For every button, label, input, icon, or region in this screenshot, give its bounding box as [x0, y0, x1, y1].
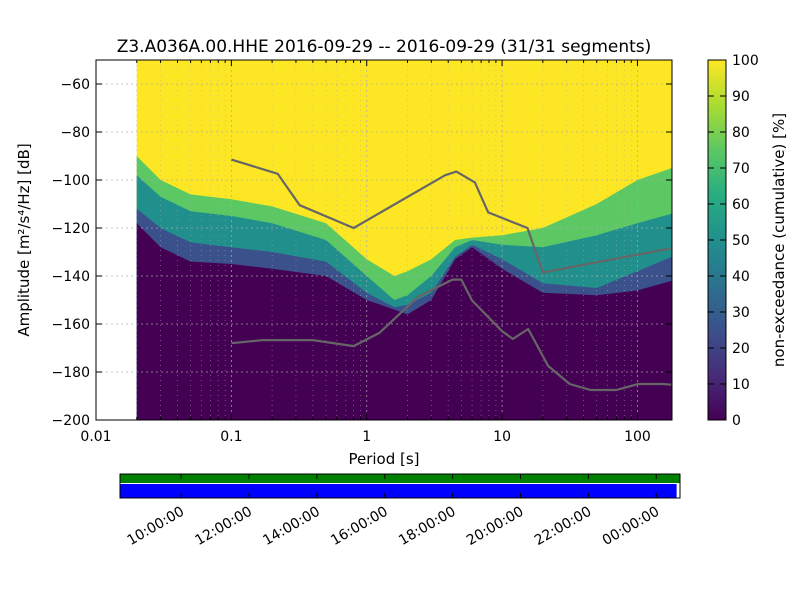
y-tick-label: −80 [60, 125, 90, 141]
new-high-noise-model-line [231, 158, 671, 274]
x-tick-label: 1 [362, 429, 371, 445]
colorbar-tick-label: 90 [732, 89, 750, 105]
colorbar-tick-label: 70 [732, 161, 750, 177]
y-axis-label: Amplitude [m²/s⁴/Hz] [dB] [15, 143, 33, 336]
colorbar-tick-label: 40 [732, 269, 750, 285]
y-axis: −60 −80 −100 −120 −140 −160 −180 −200 [52, 77, 672, 429]
y-tick-label: −100 [52, 173, 90, 189]
colorbar-tick-label: 10 [732, 377, 750, 393]
x-axis: 0.01 0.1 1 10 100 [80, 60, 651, 445]
x-tick-label: 100 [624, 429, 651, 445]
y-tick-label: −160 [52, 317, 90, 333]
timeline-tick-label: 10:00:00 [125, 504, 187, 549]
y-tick-label: −60 [60, 77, 90, 93]
x-tick-label: 0.1 [220, 429, 242, 445]
band-bottom [136, 223, 672, 420]
plot-frame [95, 59, 673, 421]
colorbar-tick-label: 20 [732, 341, 750, 357]
colorbar-label: non-exceedance (cumulative) [%] [770, 113, 788, 367]
data-timeline: 10:00:00 12:00:00 14:00:00 16:00:00 18:00:00… [119, 473, 681, 549]
timeline-tick-label: 20:00:00 [464, 504, 526, 549]
colorbar-tick-label: 60 [732, 197, 750, 213]
y-tick-label: −120 [52, 221, 90, 237]
y-tick-label: −140 [52, 269, 90, 285]
timeline-tick-label: 16:00:00 [328, 504, 390, 549]
timeline-tick-label: 12:00:00 [193, 504, 255, 549]
new-low-noise-model-line [231, 278, 672, 392]
colorbar-axis: 0 10 20 30 40 50 60 70 80 90 100 [708, 53, 759, 429]
x-axis-label: Period [s] [348, 450, 419, 468]
x-tick-label: 10 [493, 429, 511, 445]
ppsd-heatmap [136, 60, 672, 420]
timeline-tick-label: 22:00:00 [532, 504, 594, 549]
x-tick-label: 0.01 [80, 429, 111, 445]
timeline-tick-label: 18:00:00 [396, 504, 458, 549]
psd-coverage-bar [120, 484, 677, 498]
colorbar-tick-label: 80 [732, 125, 750, 141]
colorbar-tick-label: 0 [732, 413, 741, 429]
colorbar-tick-label: 100 [732, 53, 759, 69]
colorbar-tick-label: 30 [732, 305, 750, 321]
data-coverage-bar [120, 474, 680, 483]
y-tick-label: −200 [52, 413, 90, 429]
timeline-tick-label: 00:00:00 [600, 504, 662, 549]
y-tick-label: −180 [52, 365, 90, 381]
timeline-frame [119, 473, 681, 499]
chart-title: Z3.A036A.00.HHE 2016-09-29 -- 2016-09-29… [117, 37, 652, 57]
timeline-tick-label: 14:00:00 [260, 504, 322, 549]
noise-models [231, 158, 672, 392]
colorbar-tick-label: 50 [732, 233, 750, 249]
